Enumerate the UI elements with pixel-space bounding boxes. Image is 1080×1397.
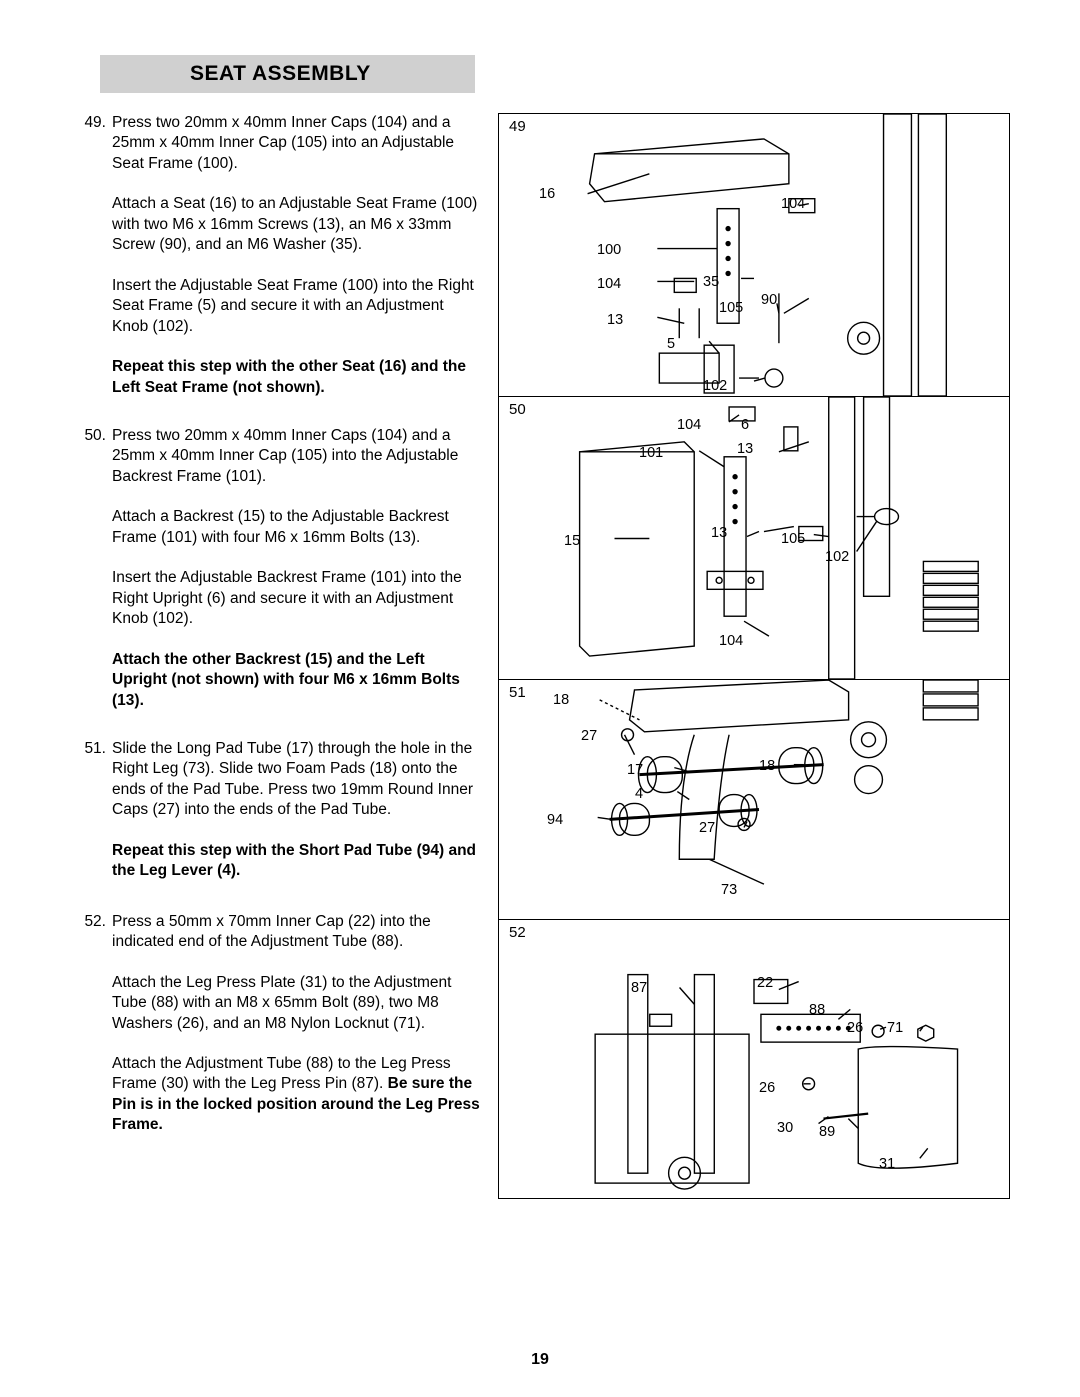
step-49: 49. Press two 20mm x 40mm Inner Caps (10… xyxy=(80,113,480,398)
step-para: Press two 20mm x 40mm Inner Caps (104) a… xyxy=(112,426,480,487)
step-number: 51. xyxy=(80,739,112,882)
step-para-mixed: Attach the Adjustment Tube (88) to the L… xyxy=(112,1054,480,1136)
step-para: Press two 20mm x 40mm Inner Caps (104) a… xyxy=(112,113,480,174)
callout-label: 13 xyxy=(711,525,727,541)
step-para: Attach a Seat (16) to an Adjustable Seat… xyxy=(112,194,480,255)
step-body: Slide the Long Pad Tube (17) through the… xyxy=(112,739,480,882)
section-header: SEAT ASSEMBLY xyxy=(100,55,475,93)
callout-label: 104 xyxy=(677,417,701,433)
step-number: 52. xyxy=(80,912,112,1136)
callout-label: 35 xyxy=(703,274,719,290)
step-para-bold: Attach the other Backrest (15) and the L… xyxy=(112,650,480,711)
callout-label: 104 xyxy=(781,196,805,212)
callout-label: 31 xyxy=(879,1156,895,1172)
callout-label: 104 xyxy=(719,633,743,649)
callout-label: 6 xyxy=(741,417,749,433)
callout-label: 87 xyxy=(631,980,647,996)
callout-label: 4 xyxy=(635,786,643,802)
figure-50: 50 xyxy=(498,396,1010,679)
step-para-bold: Repeat this step with the other Seat (16… xyxy=(112,357,480,398)
figure-label: 50 xyxy=(509,401,526,418)
instructions-column: 49. Press two 20mm x 40mm Inner Caps (10… xyxy=(80,113,480,1199)
figure-49: 49 xyxy=(498,113,1010,396)
step-para: Slide the Long Pad Tube (17) through the… xyxy=(112,739,480,821)
page-number: 19 xyxy=(0,1351,1080,1369)
figure-52-drawing xyxy=(499,920,1009,1198)
callout-label: 73 xyxy=(721,882,737,898)
step-para-bold: Repeat this step with the Short Pad Tube… xyxy=(112,841,480,882)
figure-label: 51 xyxy=(509,684,526,701)
step-50: 50. Press two 20mm x 40mm Inner Caps (10… xyxy=(80,426,480,711)
callout-label: 5 xyxy=(667,336,675,352)
callout-label: 13 xyxy=(737,441,753,457)
step-para: Attach a Backrest (15) to the Adjustable… xyxy=(112,507,480,548)
content-row: 49. Press two 20mm x 40mm Inner Caps (10… xyxy=(80,113,1010,1199)
step-body: Press two 20mm x 40mm Inner Caps (104) a… xyxy=(112,426,480,711)
callout-label: 101 xyxy=(639,445,663,461)
step-number: 49. xyxy=(80,113,112,398)
step-51: 51. Slide the Long Pad Tube (17) through… xyxy=(80,739,480,882)
callout-label: 90 xyxy=(761,292,777,308)
callout-label: 102 xyxy=(703,378,727,394)
callout-label: 17 xyxy=(627,762,643,778)
callout-label: 105 xyxy=(719,300,743,316)
callout-label: 88 xyxy=(809,1002,825,1018)
step-para: Insert the Adjustable Seat Frame (100) i… xyxy=(112,276,480,337)
step-para: Attach the Leg Press Plate (31) to the A… xyxy=(112,973,480,1034)
figures-column: 49 xyxy=(498,113,1010,1199)
callout-label: 18 xyxy=(553,692,569,708)
callout-label: 15 xyxy=(564,533,580,549)
callout-label: 30 xyxy=(777,1120,793,1136)
callout-label: 105 xyxy=(781,531,805,547)
step-body: Press two 20mm x 40mm Inner Caps (104) a… xyxy=(112,113,480,398)
step-para: Press a 50mm x 70mm Inner Cap (22) into … xyxy=(112,912,480,953)
section-title: SEAT ASSEMBLY xyxy=(100,62,371,86)
callout-label: 71 xyxy=(887,1020,903,1036)
callout-label: 100 xyxy=(597,242,621,258)
callout-label: 22 xyxy=(757,975,773,991)
callout-label: 102 xyxy=(825,549,849,565)
step-52: 52. Press a 50mm x 70mm Inner Cap (22) i… xyxy=(80,912,480,1136)
figure-label: 49 xyxy=(509,118,526,135)
figure-51-drawing xyxy=(499,680,1009,919)
callout-label: 27 xyxy=(581,728,597,744)
callout-label: 27 xyxy=(699,820,715,836)
callout-label: 104 xyxy=(597,276,621,292)
manual-page: SEAT ASSEMBLY 49. Press two 20mm x 40mm … xyxy=(0,0,1080,1397)
callout-label: 26 xyxy=(847,1020,863,1036)
figure-label: 52 xyxy=(509,924,526,941)
step-para: Insert the Adjustable Backrest Frame (10… xyxy=(112,568,480,629)
figure-49-drawing xyxy=(499,114,1009,396)
callout-label: 13 xyxy=(607,312,623,328)
step-number: 50. xyxy=(80,426,112,711)
callout-label: 18 xyxy=(759,758,775,774)
callout-label: 89 xyxy=(819,1124,835,1140)
callout-label: 94 xyxy=(547,812,563,828)
callout-label: 16 xyxy=(539,186,555,202)
figure-51: 51 xyxy=(498,679,1010,919)
step-body: Press a 50mm x 70mm Inner Cap (22) into … xyxy=(112,912,480,1136)
figure-52: 52 xyxy=(498,919,1010,1199)
callout-label: 26 xyxy=(759,1080,775,1096)
